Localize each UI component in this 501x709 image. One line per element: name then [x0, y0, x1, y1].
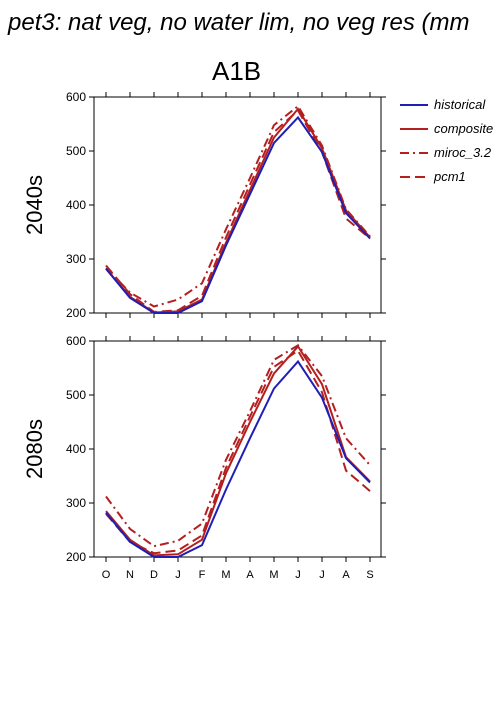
y-tick-label: 400 — [66, 442, 86, 456]
legend-label: miroc_3.2 — [434, 145, 492, 160]
panel-label: 2040s — [22, 175, 47, 235]
page-title: pet3: nat veg, no water lim, no veg res … — [8, 9, 470, 36]
x-tick-label: A — [342, 569, 350, 581]
y-tick-label: 600 — [66, 334, 86, 348]
y-tick-label: 600 — [66, 90, 86, 104]
x-tick-label: J — [295, 569, 301, 581]
series-line-historical — [105, 359, 371, 558]
x-tick-label: J — [319, 569, 325, 581]
series-line-pcm1 — [105, 349, 371, 555]
y-tick-label: 400 — [66, 198, 86, 212]
x-tick-label: O — [102, 569, 111, 581]
panel-label: 2080s — [22, 419, 47, 479]
x-tick-label: S — [366, 569, 373, 581]
legend-label: pcm1 — [433, 169, 466, 184]
legend-label: historical — [434, 97, 486, 112]
x-tick-label: D — [150, 569, 158, 581]
y-tick-label: 300 — [66, 496, 86, 510]
x-tick-label: M — [269, 569, 278, 581]
y-tick-label: 200 — [66, 306, 86, 320]
series-line-pcm1 — [105, 108, 371, 313]
y-tick-label: 500 — [66, 388, 86, 402]
series-line-miroc-3-2 — [105, 343, 371, 548]
x-tick-label: N — [126, 569, 134, 581]
series-line-miroc-3-2 — [105, 104, 371, 308]
y-tick-label: 200 — [66, 550, 86, 564]
plot-frame — [93, 96, 382, 314]
x-tick-label: A — [246, 569, 254, 581]
x-tick-label: J — [175, 569, 181, 581]
legend-label: composite — [434, 121, 493, 136]
y-tick-label: 300 — [66, 252, 86, 266]
x-tick-label: M — [221, 569, 230, 581]
series-line-composite — [105, 344, 371, 557]
y-tick-label: 500 — [66, 144, 86, 158]
x-tick-label: F — [199, 569, 206, 581]
scenario-title: A1B — [212, 56, 262, 86]
series-line-historical — [105, 115, 371, 314]
